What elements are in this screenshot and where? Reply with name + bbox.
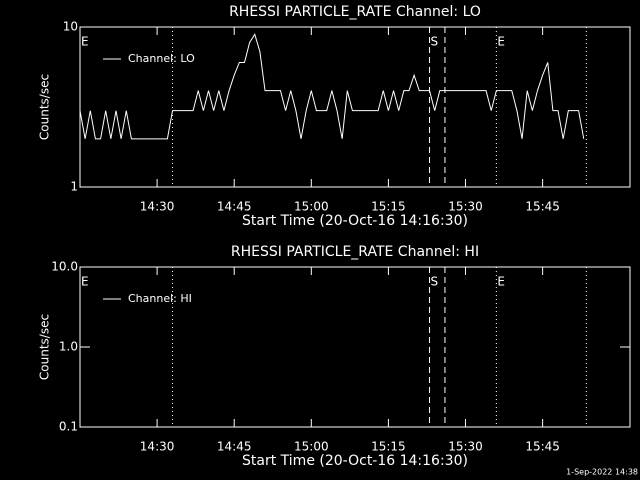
y-axis-label: Counts/sec	[38, 74, 52, 140]
x-tick-label: 15:45	[525, 200, 560, 214]
y-tick-label: 1.0	[59, 340, 78, 354]
x-tick-label: 14:45	[217, 200, 252, 214]
x-axis-label: Start Time (20-Oct-16 14:16:30)	[242, 453, 468, 469]
plot-frame	[79, 266, 631, 428]
x-tick-label: 15:45	[525, 440, 560, 454]
annotation: E	[81, 275, 89, 289]
x-tick-label: 15:00	[294, 440, 329, 454]
data-line	[79, 33, 585, 140]
y-axis-label: Counts/sec	[38, 314, 52, 380]
y-tick-label: 10.0	[51, 260, 78, 274]
x-tick-label: 15:30	[448, 440, 483, 454]
x-tick-label: 15:00	[294, 200, 329, 214]
annotation: S	[431, 275, 439, 289]
annotation: E	[497, 35, 505, 49]
x-tick-label: 14:30	[140, 200, 175, 214]
plot-frame	[79, 26, 631, 188]
annotation: E	[81, 35, 89, 49]
y-tick-label: 0.1	[59, 420, 78, 434]
y-tick-label: 1	[70, 180, 78, 194]
legend-label: Channel: HI	[128, 292, 192, 305]
chart-title: RHESSI PARTICLE_RATE Channel: LO	[229, 4, 481, 20]
annotation: E	[497, 275, 505, 289]
x-tick-label: 14:30	[140, 440, 175, 454]
x-tick-label: 15:15	[371, 200, 406, 214]
x-tick-label: 14:45	[217, 440, 252, 454]
y-tick-label: 10	[63, 20, 78, 34]
annotation: S	[431, 35, 439, 49]
x-tick-label: 15:15	[371, 440, 406, 454]
chart-title: RHESSI PARTICLE_RATE Channel: HI	[231, 244, 479, 260]
x-tick-label: 15:30	[448, 200, 483, 214]
legend-label: Channel: LO	[128, 52, 195, 65]
x-axis-label: Start Time (20-Oct-16 14:16:30)	[242, 213, 468, 229]
footer: 1-Sep-2022 14:38	[566, 468, 638, 477]
